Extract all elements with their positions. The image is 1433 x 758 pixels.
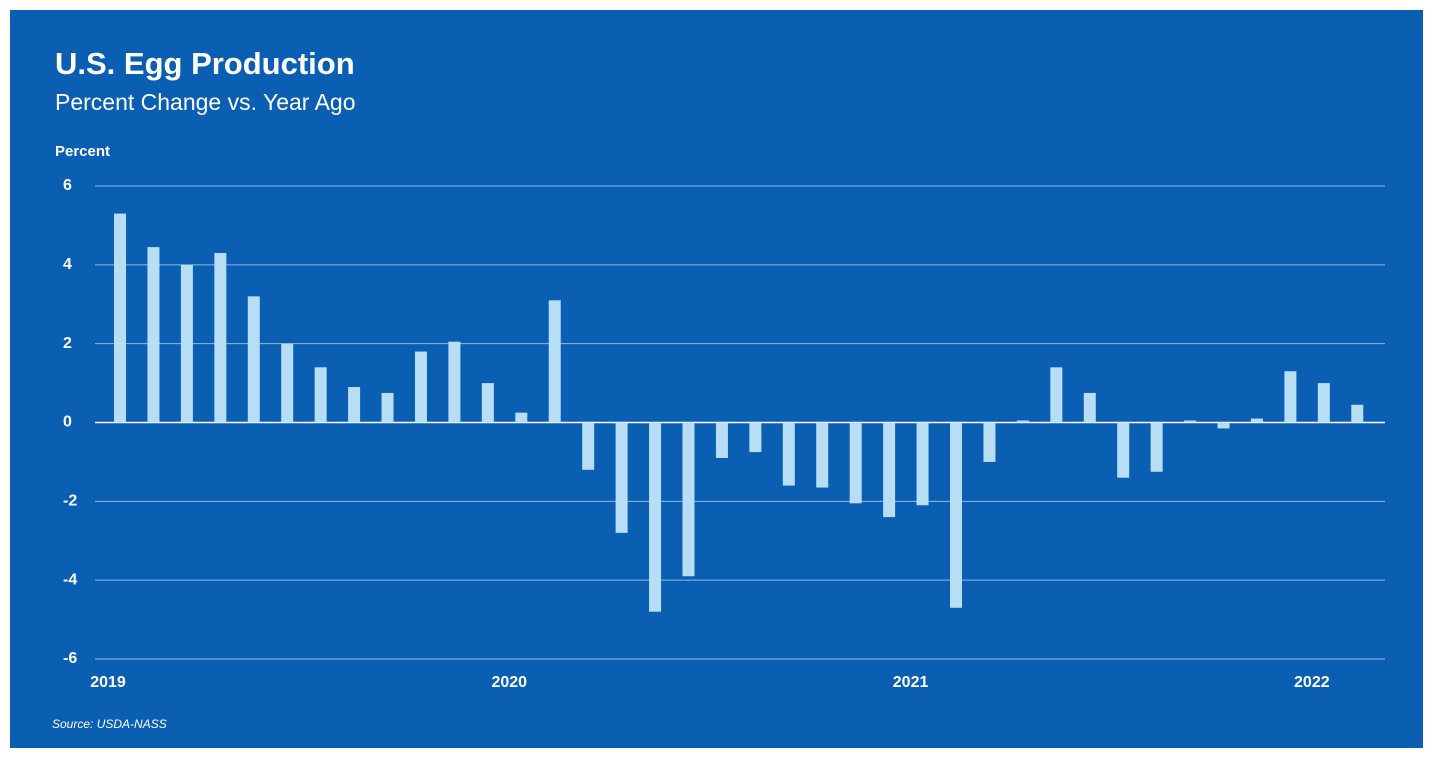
x-tick-label: 2019: [90, 674, 126, 691]
bar: [214, 253, 227, 423]
bar: [147, 247, 160, 423]
bar: [916, 422, 929, 506]
bar: [1083, 392, 1096, 423]
x-tick-label: 2020: [491, 674, 527, 691]
bar: [1284, 371, 1297, 423]
source: Source: USDA-NASS: [52, 717, 167, 731]
bar: [649, 422, 662, 612]
bar: [481, 383, 494, 423]
y-tick-label: 2: [63, 335, 72, 352]
bar: [247, 296, 260, 423]
bar: [950, 422, 963, 608]
bar: [281, 343, 294, 423]
chart-subtitle: Percent Change vs. Year Ago: [55, 89, 356, 115]
y-tick-label: 0: [63, 414, 72, 431]
bar: [114, 213, 127, 423]
y-tick-label: 6: [63, 177, 72, 194]
bar: [715, 422, 728, 458]
y-axis-title: Percent: [55, 143, 110, 160]
bar: [883, 422, 896, 518]
bar: [615, 422, 628, 533]
y-tick-label: -4: [63, 571, 77, 588]
panel: [10, 10, 1423, 748]
x-tick-label: 2022: [1294, 674, 1330, 691]
bar: [682, 422, 695, 577]
bar: [1351, 404, 1364, 423]
bar: [816, 422, 829, 488]
bar: [515, 412, 528, 423]
bar: [849, 422, 862, 504]
bar: [1217, 422, 1230, 429]
y-tick-label: -2: [63, 493, 77, 510]
bar: [180, 264, 193, 423]
x-tick-label: 2021: [893, 674, 929, 691]
bar: [548, 300, 561, 423]
bar: [1184, 420, 1197, 423]
bar: [314, 367, 327, 423]
bar: [1150, 422, 1163, 472]
bar: [381, 392, 394, 423]
bar: [414, 351, 427, 423]
bar: [1016, 420, 1029, 423]
bar: [1117, 422, 1130, 478]
bar: [1317, 383, 1330, 423]
bar: [348, 387, 361, 423]
bar: [1050, 367, 1063, 423]
bar: [749, 422, 762, 453]
y-tick-label: 4: [63, 256, 72, 273]
bar: [782, 422, 795, 486]
chart-title: U.S. Egg Production: [55, 46, 355, 81]
bar: [983, 422, 996, 462]
y-tick-label: -6: [63, 650, 77, 667]
bar: [1250, 418, 1263, 423]
bar: [582, 422, 595, 470]
bar: [448, 341, 461, 423]
